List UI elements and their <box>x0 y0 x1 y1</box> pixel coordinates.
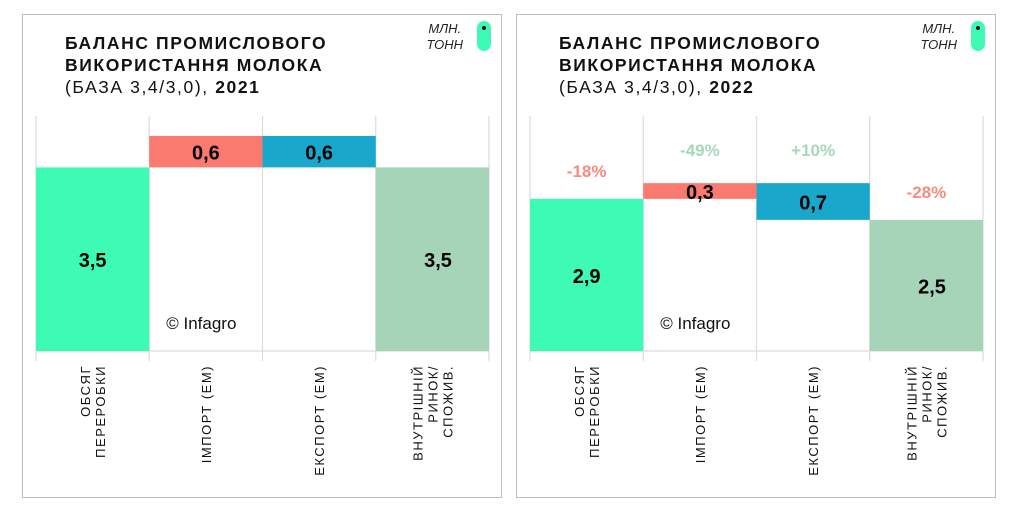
data-label: 0,7 <box>799 193 827 215</box>
chart-title: БАЛАНС ПРОМИСЛОВОГО ВИКОРИСТАННЯ МОЛОКА … <box>65 32 327 98</box>
unit-line-1: МЛН. <box>922 21 956 36</box>
category-label: ВНУТРІШНІЙ <box>904 365 919 461</box>
data-label: 3,5 <box>424 250 452 272</box>
chart-svg: 2,9 -18% ОБСЯГ ПЕРЕРОБКИ 0,3 -49% ІМПОРТ (ЕМ) 0… <box>529 116 984 476</box>
category-label: ЕКСПОРТ (ЕМ) <box>312 365 327 476</box>
category-label: ОБСЯГ <box>78 365 93 417</box>
bar-2 <box>756 183 870 220</box>
category-label: СПОЖИВ. <box>440 365 455 438</box>
unit-line-1: МЛН. <box>428 21 462 36</box>
data-label: 0,6 <box>192 143 220 165</box>
change-label: -28% <box>907 183 947 202</box>
watermark: © Infagro <box>660 314 730 333</box>
category-label: РИНОК/ <box>919 365 934 423</box>
category-label: ПЕРЕРОБКИ <box>93 365 108 458</box>
title-line-2: ВИКОРИСТАННЯ МОЛОКА <box>65 55 324 75</box>
chart-title: БАЛАНС ПРОМИСЛОВОГО ВИКОРИСТАННЯ МОЛОКА … <box>559 32 821 98</box>
data-label: 2,5 <box>918 276 946 298</box>
category-label: ВНУТРІШНІЙ <box>410 365 425 461</box>
change-label: -18% <box>567 162 607 181</box>
unit-legend: МЛН. ТОНН <box>920 21 957 53</box>
year: 2022 <box>709 77 755 97</box>
data-label: 2,9 <box>573 266 601 288</box>
bar-1 <box>643 183 757 199</box>
watermark: © Infagro <box>166 314 236 333</box>
subtitle: (БАЗА 3,4/3,0), <box>559 77 710 97</box>
bar-2 <box>262 135 376 168</box>
title-line-2: ВИКОРИСТАННЯ МОЛОКА <box>559 55 818 75</box>
change-label: -49% <box>680 141 720 160</box>
subtitle: (БАЗА 3,4/3,0), <box>65 77 216 97</box>
legend-swatch-icon <box>477 21 491 51</box>
title-line-1: БАЛАНС ПРОМИСЛОВОГО <box>65 33 328 53</box>
category-label: ЕКСПОРТ (ЕМ) <box>806 365 821 476</box>
legend-swatch-icon <box>971 21 985 51</box>
bar-0 <box>36 167 150 351</box>
bar-1 <box>149 135 263 168</box>
data-label: 0,3 <box>686 182 714 204</box>
category-label: ІМПОРТ (ЕМ) <box>693 365 708 463</box>
title-line-1: БАЛАНС ПРОМИСЛОВОГО <box>559 33 822 53</box>
bar-0 <box>530 198 644 351</box>
change-label: +10% <box>791 141 835 160</box>
category-label: ПЕРЕРОБКИ <box>587 365 602 458</box>
chart-svg: 3,5 ОБСЯГ ПЕРЕРОБКИ 0,6 ІМПОРТ (ЕМ) 0,6 ЕКСПОР… <box>35 116 490 476</box>
category-label: РИНОК/ <box>425 365 440 423</box>
unit-line-2: ТОНН <box>426 37 463 52</box>
unit-legend: МЛН. ТОНН <box>426 21 463 53</box>
chart-panel-2021: 3,5 ОБСЯГ ПЕРЕРОБКИ 0,6 ІМПОРТ (ЕМ) 0,6 ЕКСПОР… <box>22 14 502 498</box>
unit-line-2: ТОНН <box>920 37 957 52</box>
data-label: 3,5 <box>79 250 107 272</box>
bar-3 <box>375 167 489 351</box>
year: 2021 <box>215 77 261 97</box>
category-label: СПОЖИВ. <box>934 365 949 438</box>
chart-panel-2022: 2,9 -18% ОБСЯГ ПЕРЕРОБКИ 0,3 -49% ІМПОРТ (ЕМ) 0… <box>516 14 996 498</box>
data-label: 0,6 <box>305 143 333 165</box>
category-label: ОБСЯГ <box>572 365 587 417</box>
category-label: ІМПОРТ (ЕМ) <box>199 365 214 463</box>
bar-3 <box>869 219 983 351</box>
